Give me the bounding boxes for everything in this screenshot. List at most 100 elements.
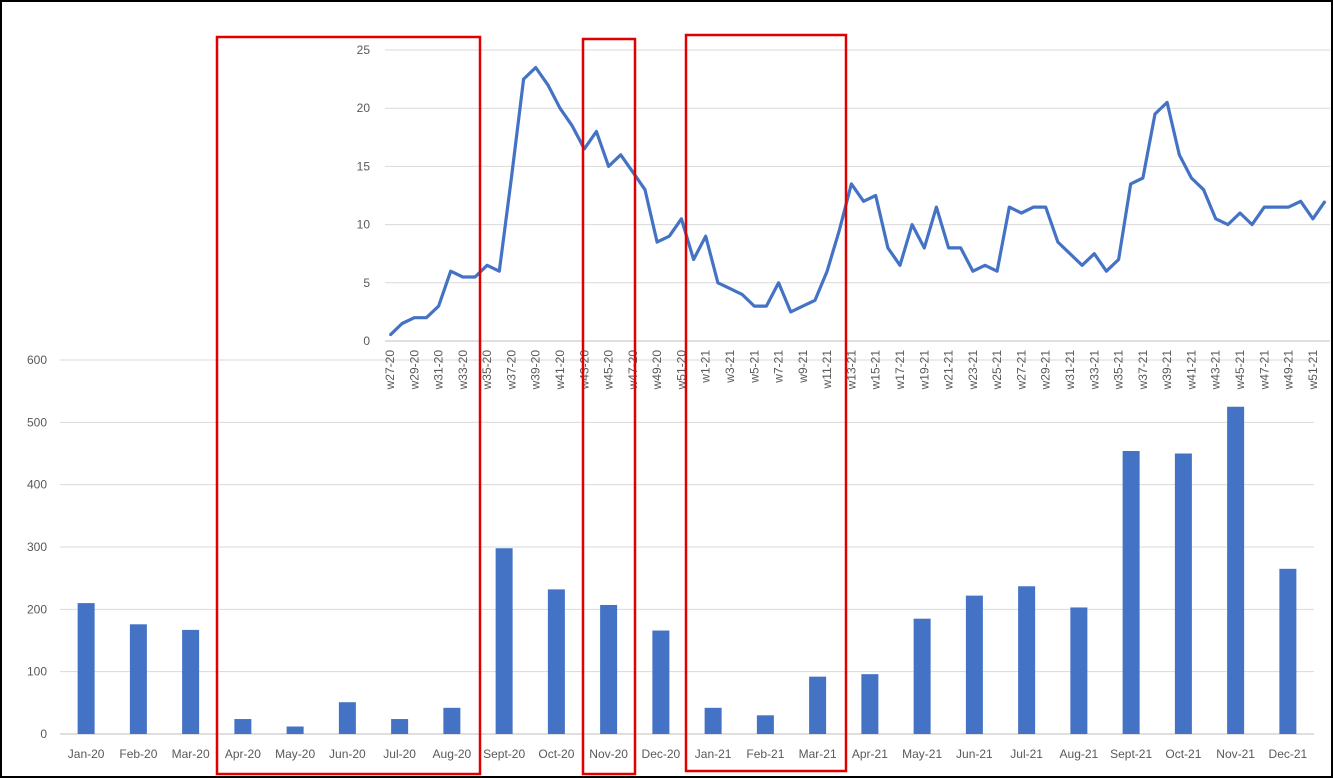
line-point bbox=[765, 305, 768, 307]
line-x-tick-label: w41-21 bbox=[1184, 350, 1198, 391]
line-point bbox=[1178, 153, 1181, 156]
line-point bbox=[437, 305, 440, 307]
bar-x-tick-label: Sept-20 bbox=[483, 747, 525, 761]
bar-y-tick-label: 400 bbox=[27, 478, 47, 492]
line-x-tick-label: w13-21 bbox=[844, 350, 858, 391]
line-x-tick-label: w27-20 bbox=[383, 350, 397, 391]
bar-x-tick-label: Mar-20 bbox=[172, 747, 210, 761]
highlight-box-apr-aug-2020 bbox=[215, 35, 482, 776]
line-x-tick-label: w37-20 bbox=[504, 350, 518, 391]
bar bbox=[338, 702, 356, 734]
bar-y-tick-label: 500 bbox=[27, 415, 47, 429]
line-point bbox=[899, 264, 901, 267]
line-x-tick-label: w31-21 bbox=[1063, 350, 1077, 391]
line-x-tick-label: w3-21 bbox=[723, 350, 737, 384]
bar-y-tick-label: 200 bbox=[27, 602, 47, 616]
line-point bbox=[1081, 264, 1083, 267]
line-x-tick-label: w21-21 bbox=[942, 350, 956, 391]
bar bbox=[547, 589, 565, 734]
line-x-tick-label: w17-21 bbox=[893, 350, 907, 391]
line-y-tick-label: 0 bbox=[363, 334, 370, 348]
line-point bbox=[522, 78, 525, 80]
bar-y-tick-label: 100 bbox=[27, 665, 47, 679]
highlight-box-jan-mar-2021 bbox=[684, 33, 848, 773]
line-point bbox=[1227, 223, 1229, 226]
line-point bbox=[826, 270, 828, 272]
line-x-tick-label: w49-20 bbox=[650, 350, 664, 391]
line-chart-series bbox=[388, 65, 1327, 337]
bar bbox=[1279, 568, 1297, 734]
line-point bbox=[680, 217, 683, 220]
line-y-tick-label: 10 bbox=[357, 218, 371, 232]
bar bbox=[77, 603, 95, 734]
line-point bbox=[668, 235, 671, 238]
line-point bbox=[935, 206, 938, 208]
bar-chart-x-axis: Jan-20 Feb-20 Mar-20 Apr-20 May-20 Jun-20 Jul-… bbox=[68, 747, 1308, 761]
line-point bbox=[1202, 188, 1205, 191]
bar-x-tick-label: Jan-21 bbox=[695, 747, 732, 761]
line-point bbox=[1057, 241, 1059, 243]
bar bbox=[286, 726, 304, 734]
line-x-tick-label: w29-21 bbox=[1039, 350, 1053, 391]
line-point bbox=[802, 305, 804, 307]
line-x-tick-label: w47-20 bbox=[626, 350, 640, 391]
bar-chart-bars bbox=[77, 406, 1297, 734]
line-point bbox=[923, 247, 926, 249]
bar-x-tick-label: Apr-21 bbox=[852, 747, 888, 761]
line-point bbox=[1044, 206, 1047, 208]
line-point bbox=[534, 66, 537, 69]
line-point bbox=[547, 84, 549, 86]
line-point bbox=[1093, 252, 1096, 255]
line-point bbox=[814, 299, 816, 302]
line-point bbox=[1287, 206, 1290, 208]
bar-y-tick-label: 600 bbox=[27, 353, 47, 367]
line-point bbox=[1117, 258, 1120, 261]
line-point bbox=[1190, 177, 1193, 179]
line-point bbox=[741, 293, 743, 296]
bar bbox=[1018, 586, 1036, 734]
line-x-tick-label: w35-20 bbox=[480, 350, 494, 391]
line-y-tick-label: 5 bbox=[363, 276, 370, 290]
line-x-tick-label: w37-21 bbox=[1136, 350, 1150, 391]
bar bbox=[129, 624, 147, 734]
line-point bbox=[838, 229, 841, 232]
bar bbox=[1070, 607, 1088, 734]
bar bbox=[809, 676, 827, 734]
line-chart-y-axis: 0 5 10 15 20 25 bbox=[357, 43, 371, 348]
line-x-tick-label: w19-21 bbox=[917, 350, 931, 391]
bar-chart-y-axis: 0 100 200 300 400 500 600 bbox=[27, 353, 47, 741]
line-point bbox=[1008, 206, 1011, 208]
line-point bbox=[874, 194, 877, 197]
line-point bbox=[462, 276, 464, 278]
line-point bbox=[619, 153, 622, 156]
line-point bbox=[911, 223, 913, 226]
bar-y-tick-label: 300 bbox=[27, 540, 47, 554]
bar bbox=[600, 604, 618, 734]
line-x-tick-label: w43-20 bbox=[577, 350, 591, 391]
line-point bbox=[959, 247, 962, 249]
line-point bbox=[486, 264, 488, 267]
bar-x-tick-label: May-21 bbox=[902, 747, 942, 761]
bar-x-tick-label: Jul-20 bbox=[383, 747, 416, 761]
line-y-tick-label: 20 bbox=[357, 101, 371, 115]
bar bbox=[965, 595, 983, 734]
line-point bbox=[1275, 206, 1278, 208]
bar bbox=[234, 719, 252, 734]
bar bbox=[391, 719, 409, 734]
line-point bbox=[1166, 101, 1168, 104]
line-x-tick-label: w7-21 bbox=[772, 350, 786, 384]
line-point bbox=[498, 270, 501, 272]
bar-x-tick-label: Sept-21 bbox=[1110, 747, 1152, 761]
line-x-tick-label: w35-21 bbox=[1112, 350, 1126, 391]
line-point bbox=[559, 107, 561, 109]
line-point bbox=[1020, 212, 1023, 214]
bar-x-tick-label: Dec-21 bbox=[1269, 747, 1308, 761]
line-point bbox=[644, 188, 646, 191]
line-point bbox=[389, 334, 391, 336]
line-x-tick-label: w43-21 bbox=[1209, 350, 1223, 391]
line-point bbox=[789, 311, 792, 313]
line-point bbox=[1263, 206, 1266, 208]
line-point bbox=[413, 316, 416, 319]
bar-x-tick-label: Jun-21 bbox=[956, 747, 993, 761]
